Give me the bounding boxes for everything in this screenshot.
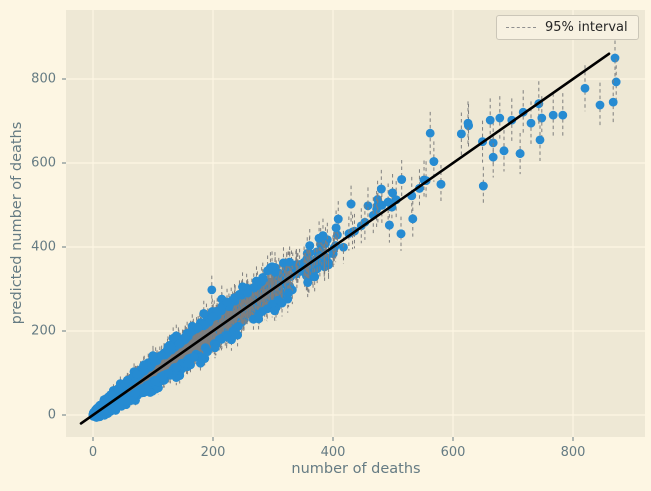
x-tick-label: 800 — [560, 445, 586, 460]
y-tick-label: 800 — [31, 71, 56, 87]
featured-points-layer — [207, 33, 621, 305]
x-tick-label: 600 — [440, 445, 466, 460]
y-tick-label: 400 — [31, 239, 56, 255]
x-tick-label: 200 — [200, 445, 226, 460]
y-tick-label: 200 — [31, 323, 56, 339]
x-tick-label: 400 — [320, 445, 346, 460]
legend-label: 95% interval — [545, 20, 628, 35]
scatter-plot-canvas — [66, 10, 645, 437]
dashed-interval-legend-swatch — [506, 27, 536, 28]
grid-lines — [66, 10, 645, 437]
x-axis-label: number of deaths — [291, 461, 421, 477]
y-tick-label: 0 — [47, 407, 56, 423]
y-axis-label: predicted number of deaths — [9, 121, 25, 325]
plot-area: 95% interval — [66, 10, 645, 437]
x-tick-label: 0 — [88, 445, 98, 460]
identity-line — [79, 52, 611, 425]
y-tick-label: 600 — [31, 155, 56, 171]
rim-points-layer — [88, 99, 544, 422]
legend: 95% interval — [496, 15, 639, 40]
